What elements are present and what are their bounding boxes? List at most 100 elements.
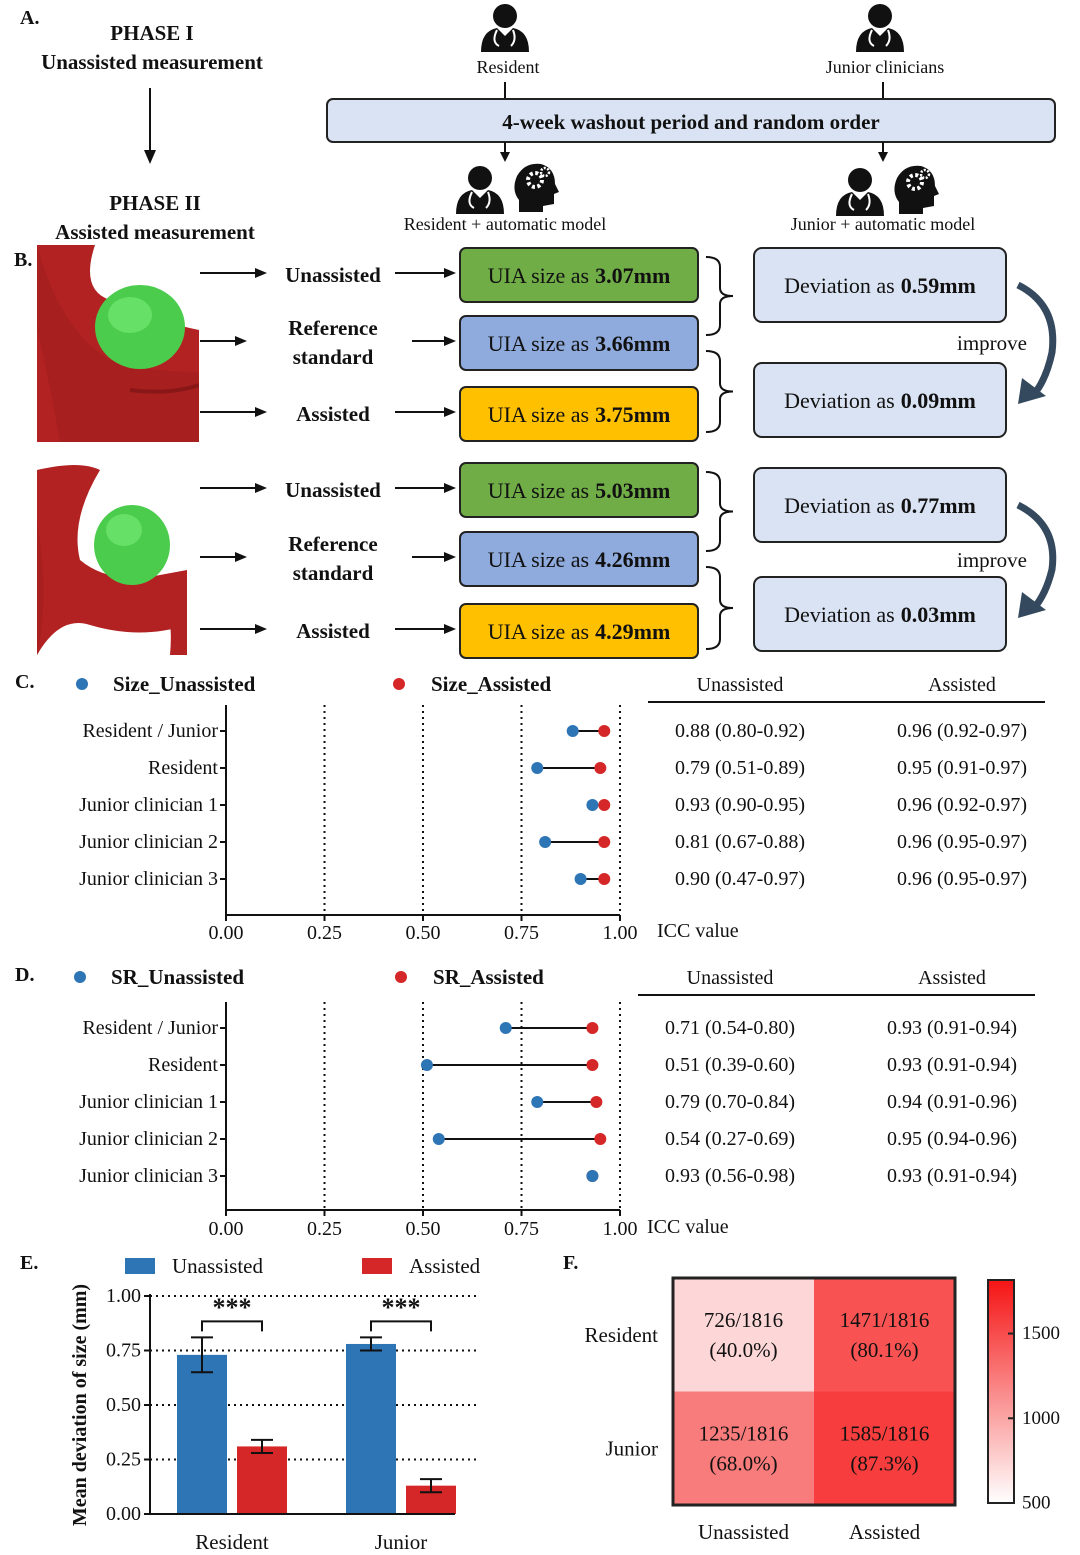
deviation-prefix: Deviation as — [784, 273, 895, 298]
size-text: UIA size as 3.66mm — [488, 331, 671, 356]
arrow-head — [235, 552, 247, 562]
deviation-box — [753, 467, 1007, 543]
phase-subtitle: Unassisted measurement — [41, 50, 263, 74]
row-label: Unassisted — [285, 477, 381, 502]
arrow-head — [144, 150, 156, 164]
size-prefix: UIA size as — [488, 478, 589, 503]
x-axis-label: ICC value — [647, 1216, 729, 1238]
significance-label: *** — [213, 1293, 252, 1322]
x-tick-label: 0.50 — [406, 1218, 441, 1240]
table-cell: 0.79 (0.70-0.84) — [665, 1091, 795, 1113]
deviation-prefix: Deviation as — [784, 493, 895, 518]
cell-label: (68.0%) — [709, 1451, 777, 1475]
arrow-head — [444, 483, 456, 493]
significance-bracket — [370, 1320, 432, 1332]
table-cell: 0.81 (0.67-0.88) — [675, 831, 805, 853]
row-label: Unassisted — [285, 262, 381, 287]
dot — [566, 725, 579, 737]
size-value: 4.29mm — [595, 619, 670, 644]
panel-label: E. — [20, 1252, 38, 1274]
table-header: Unassisted — [687, 967, 774, 989]
curved-arrow — [1016, 281, 1057, 397]
brace — [705, 350, 734, 433]
size-box — [459, 315, 699, 371]
x-tick-label: 1.00 — [603, 1218, 638, 1240]
icon — [892, 163, 941, 216]
y-tick-label: Junior clinician 2 — [79, 1128, 218, 1150]
improve-label: improve — [957, 548, 1027, 572]
arrow-head — [444, 268, 456, 278]
arrow-head — [444, 552, 456, 562]
row-label: Reference standard — [288, 316, 378, 369]
dot — [432, 1133, 445, 1145]
improve-label: improve — [957, 331, 1027, 355]
washout-box — [326, 98, 1056, 143]
significance-label: *** — [382, 1293, 421, 1322]
legend-marker — [74, 971, 86, 983]
aneurysm-image — [37, 460, 187, 655]
phase-subtitle: Assisted measurement — [55, 220, 255, 244]
table-cell: 0.88 (0.80-0.92) — [675, 720, 805, 742]
row-label: Junior — [606, 1436, 659, 1460]
table-header: Assisted — [918, 967, 986, 989]
size-value: 5.03mm — [595, 478, 670, 503]
icon — [855, 3, 905, 53]
table-cell: 0.96 (0.95-0.97) — [897, 831, 1027, 853]
y-tick-label: 0.75 — [106, 1340, 141, 1362]
size-value: 3.07mm — [595, 263, 670, 288]
table-header: Assisted — [928, 674, 996, 696]
size-value: 4.26mm — [595, 547, 670, 572]
role-label: Resident — [477, 57, 540, 77]
size-prefix: UIA size as — [488, 331, 589, 356]
deviation-value: 0.03mm — [901, 602, 976, 627]
y-tick-label: Junior clinician 3 — [79, 868, 218, 890]
legend-marker — [362, 1258, 392, 1274]
bar — [346, 1343, 396, 1514]
deviation-value: 0.09mm — [901, 388, 976, 413]
cell-label: (40.0%) — [709, 1338, 777, 1362]
table-cell: 0.79 (0.51-0.89) — [675, 757, 805, 779]
dot — [594, 762, 607, 774]
table-cell: 0.95 (0.94-0.96) — [887, 1128, 1017, 1150]
table-cell: 0.51 (0.39-0.60) — [665, 1054, 795, 1076]
dot — [590, 1096, 603, 1108]
role-label: Junior + automatic model — [791, 214, 976, 234]
heatmap-cell — [673, 1278, 814, 1392]
arrow-head — [255, 268, 267, 278]
colorbar-tick-label: 1000 — [1022, 1408, 1060, 1429]
icon — [835, 167, 885, 217]
legend-marker — [76, 678, 88, 690]
dot — [499, 1022, 512, 1034]
curved-arrow — [1016, 501, 1057, 611]
dot — [420, 1059, 433, 1071]
size-box — [459, 247, 699, 303]
aneurysm-image — [37, 245, 199, 442]
panel-label: F. — [563, 1252, 578, 1274]
size-text: UIA size as 3.75mm — [488, 402, 671, 427]
brace — [705, 256, 734, 336]
cell-label: (87.3%) — [850, 1451, 918, 1475]
colorbar — [987, 1279, 1015, 1504]
table-cell: 0.93 (0.91-0.94) — [887, 1165, 1017, 1187]
dot — [586, 799, 599, 811]
heatmap-cell — [814, 1278, 955, 1392]
washout-text: 4-week washout period and random order — [502, 110, 879, 134]
curved-arrow-head — [1018, 592, 1046, 618]
size-value: 3.75mm — [595, 402, 670, 427]
bar — [237, 1446, 287, 1514]
table-cell: 0.93 (0.90-0.95) — [675, 794, 805, 816]
y-tick-label: 1.00 — [106, 1285, 141, 1307]
x-tick-label: 0.75 — [504, 1218, 539, 1240]
y-tick-label: 0.25 — [106, 1449, 141, 1471]
arrow-head — [444, 336, 456, 346]
table-cell: 0.94 (0.91-0.96) — [887, 1091, 1017, 1113]
size-text: UIA size as 4.26mm — [488, 547, 671, 572]
y-tick-label: Resident — [148, 1054, 218, 1076]
deviation-text: Deviation as 0.09mm — [784, 388, 976, 413]
x-tick-label: 0.50 — [406, 922, 441, 944]
size-prefix: UIA size as — [488, 402, 589, 427]
legend-marker — [395, 971, 407, 983]
error-bar — [251, 1438, 273, 1454]
dot — [586, 1022, 599, 1034]
